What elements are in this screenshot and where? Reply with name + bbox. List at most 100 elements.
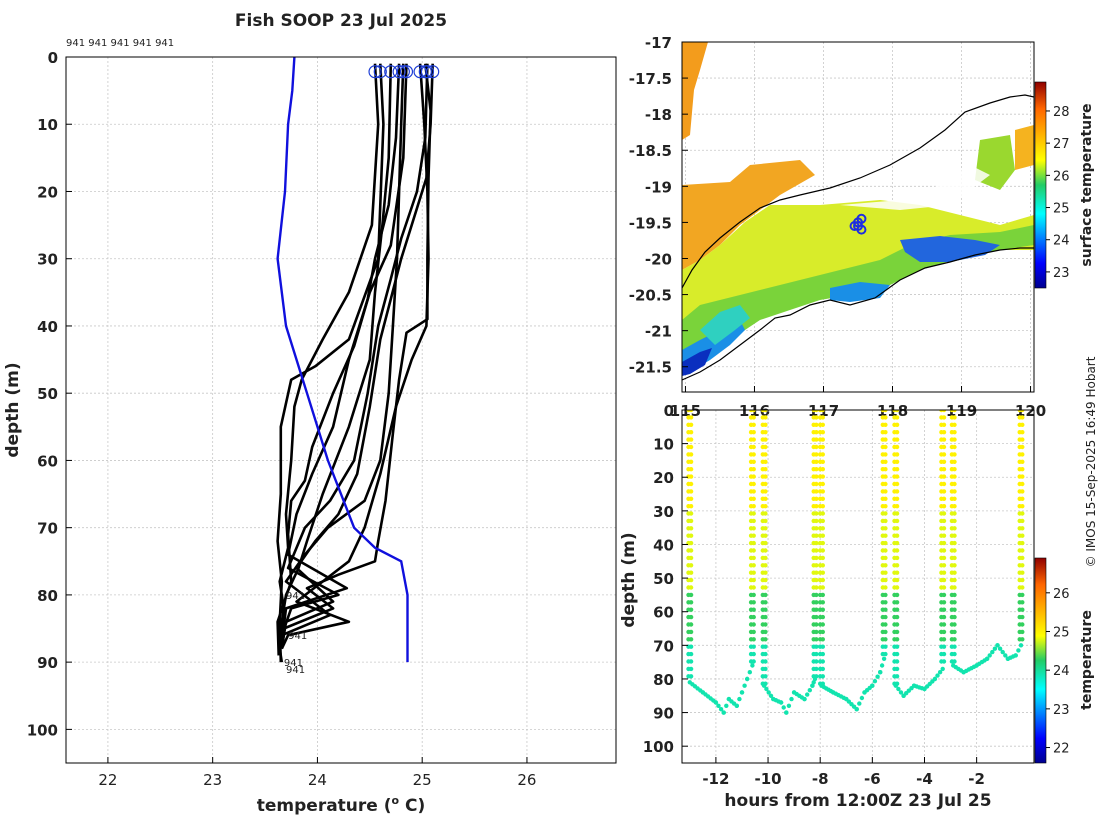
depth-time-point bbox=[751, 474, 756, 479]
depth-time-point bbox=[1020, 637, 1025, 642]
depth-time-point bbox=[941, 600, 947, 605]
depth-time-point bbox=[883, 430, 888, 435]
depth-time-point bbox=[820, 444, 825, 450]
depth-time-point bbox=[952, 422, 957, 427]
depth-time-point bbox=[688, 496, 694, 501]
depth-time-point bbox=[952, 607, 957, 612]
depth-time-point bbox=[750, 663, 755, 668]
depth-time-point bbox=[952, 511, 957, 516]
sst-cloud-mask bbox=[840, 165, 990, 210]
depth-time-point bbox=[952, 577, 957, 583]
depth-time-point bbox=[751, 459, 756, 464]
depth-time-ytick-label: 90 bbox=[653, 705, 674, 723]
profile-ytick-label: 40 bbox=[37, 318, 58, 336]
depth-time-point bbox=[688, 452, 694, 457]
profile-chart: Fish SOOP 23 Jul 2025 941 941 941 941 94… bbox=[3, 11, 617, 816]
depth-time-point bbox=[997, 646, 1003, 651]
depth-time-point bbox=[814, 467, 819, 472]
depth-time-ytick-label: 70 bbox=[653, 637, 674, 655]
depth-time-point bbox=[739, 690, 745, 695]
depth-time-point bbox=[883, 489, 888, 494]
sst-map-field bbox=[682, 42, 1034, 376]
sst-colorbar-tick-label: 26 bbox=[1053, 169, 1070, 184]
depth-time-point bbox=[894, 444, 900, 450]
depth-time-point bbox=[883, 452, 888, 457]
depth-time-point bbox=[941, 637, 947, 642]
profile-xtick-label: 23 bbox=[203, 771, 222, 789]
depth-time-point bbox=[941, 540, 947, 546]
profile-start-circle bbox=[392, 65, 406, 79]
depth-time-point bbox=[1020, 459, 1025, 464]
depth-time-point bbox=[952, 489, 957, 494]
depth-time-ytick-label: 40 bbox=[653, 536, 674, 554]
depth-time-point bbox=[751, 410, 756, 413]
depth-time-point bbox=[896, 686, 901, 692]
profile-xlabel-main: temperature ( bbox=[257, 796, 392, 816]
depth-time-point bbox=[820, 577, 825, 583]
depth-time-point bbox=[814, 489, 819, 494]
depth-time-point bbox=[751, 600, 756, 605]
depth-time-point bbox=[883, 474, 888, 479]
profile-bottom-label: 941 bbox=[288, 631, 307, 642]
depth-time-point bbox=[763, 555, 768, 561]
depth-time-point bbox=[763, 481, 768, 487]
depth-time-point bbox=[688, 563, 694, 568]
sst-ytick-label: -21.5 bbox=[629, 359, 672, 377]
sst-ytick-label: -17.5 bbox=[629, 70, 672, 88]
depth-time-ytick-label: 100 bbox=[643, 738, 674, 756]
depth-time-point bbox=[763, 489, 768, 494]
depth-time-point bbox=[952, 467, 957, 472]
profile-chart-title: Fish SOOP 23 Jul 2025 bbox=[235, 11, 447, 31]
depth-time-point bbox=[894, 496, 900, 501]
depth-time-point bbox=[883, 410, 888, 413]
depth-time-point bbox=[820, 467, 825, 472]
depth-time-point bbox=[941, 533, 947, 538]
profile-ytick-label: 10 bbox=[37, 116, 58, 134]
depth-time-point bbox=[857, 701, 862, 706]
depth-time-point bbox=[952, 410, 957, 413]
depth-time-point bbox=[688, 489, 694, 494]
depth-time-point bbox=[894, 467, 900, 472]
depth-time-point bbox=[751, 496, 756, 501]
depth-time-point bbox=[940, 666, 945, 672]
depth-time-point bbox=[688, 659, 694, 664]
depth-time-point bbox=[941, 422, 947, 427]
depth-time-point bbox=[688, 548, 694, 553]
depth-time-point bbox=[952, 563, 957, 568]
depth-time-point bbox=[745, 676, 750, 682]
depth-time-point bbox=[1020, 430, 1025, 435]
depth-time-point bbox=[820, 533, 825, 538]
depth-time-xtick-label: -10 bbox=[754, 770, 781, 788]
sst-ytick-label: -18.5 bbox=[629, 142, 672, 160]
depth-time-point bbox=[763, 592, 768, 598]
depth-time-point bbox=[763, 540, 768, 546]
depth-time-point bbox=[814, 570, 819, 575]
depth-time-point bbox=[781, 705, 786, 710]
depth-time-colorbar-tick-label: 22 bbox=[1053, 742, 1070, 757]
profile-ytick-label: 80 bbox=[37, 587, 58, 605]
depth-time-point bbox=[751, 629, 756, 635]
depth-time-point bbox=[1003, 653, 1008, 658]
depth-time-point bbox=[941, 563, 947, 568]
depth-time-point bbox=[952, 622, 957, 627]
depth-time-point bbox=[820, 452, 825, 457]
depth-time-point bbox=[1016, 648, 1021, 653]
depth-time-point bbox=[820, 518, 825, 524]
depth-time-point bbox=[688, 644, 694, 649]
profile-ytick-label: 100 bbox=[27, 721, 58, 739]
depth-time-point bbox=[814, 511, 819, 516]
depth-time-point bbox=[820, 607, 825, 612]
depth-time-point bbox=[763, 674, 768, 679]
depth-time-point bbox=[763, 622, 768, 627]
profile-ytick-label: 30 bbox=[37, 251, 58, 269]
depth-time-point bbox=[883, 644, 888, 649]
depth-time-colorbar-tick-label: 26 bbox=[1053, 587, 1070, 602]
profile-lines bbox=[276, 57, 434, 663]
depth-time-point bbox=[820, 511, 825, 516]
depth-time-point bbox=[814, 410, 819, 413]
profile-xlabel-tail: C) bbox=[399, 796, 425, 816]
depth-time-point bbox=[763, 548, 768, 553]
depth-time-point bbox=[941, 526, 947, 531]
profile-xtick-label: 22 bbox=[98, 771, 117, 789]
depth-time-point bbox=[941, 607, 947, 612]
